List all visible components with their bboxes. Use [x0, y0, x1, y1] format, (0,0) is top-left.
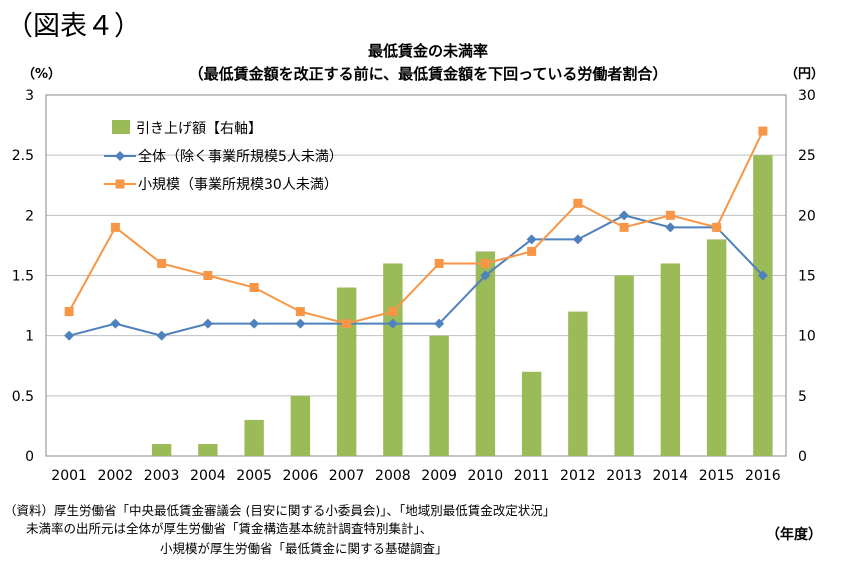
line-series-small	[68, 130, 764, 325]
marker-square	[480, 258, 490, 268]
left-axis-tick-label: 2	[25, 208, 34, 224]
x-axis-tick-label: 2012	[560, 468, 596, 484]
marker-square	[527, 246, 537, 256]
marker-diamond	[64, 330, 75, 341]
x-axis-tick-label: 2016	[745, 468, 781, 484]
source-note: 小規模が厚生労働省「最低賃金に関する基礎調査」	[160, 541, 448, 556]
marker-diamond	[757, 270, 768, 281]
marker-square	[758, 126, 768, 136]
marker-square	[249, 283, 259, 293]
bar	[198, 443, 218, 456]
x-axis-tick-label: 2007	[329, 468, 365, 484]
x-axis-tick-label: 2005	[236, 468, 272, 484]
source-note: （資料）厚生労働省「中央最低賃金審議会 (目安に関する小委員会)」、「地域別最低…	[4, 503, 556, 518]
bar	[383, 263, 403, 456]
right-axis-tick-label: 30	[798, 88, 816, 104]
marker-square	[203, 271, 213, 280]
bar	[475, 251, 496, 456]
marker-diamond	[619, 210, 630, 221]
marker-diamond	[249, 318, 260, 329]
x-axis-tick-label: 2010	[468, 468, 504, 484]
right-axis-tick-label: 20	[798, 208, 816, 224]
x-axis-tick-label: 2004	[190, 468, 226, 484]
right-axis-tick-label: 10	[798, 329, 816, 345]
legend-label: 小規模（事業所規模30人未満）	[138, 177, 338, 193]
x-axis-tick-label: 2009	[421, 468, 457, 484]
marker-diamond	[434, 318, 445, 329]
right-axis-tick-label: 25	[798, 148, 816, 164]
marker-square	[157, 258, 167, 268]
marker-diamond	[295, 318, 306, 329]
legend-label: 全体（除く事業所規模5人未満）	[138, 148, 343, 165]
x-axis-unit: （年度）	[766, 527, 822, 543]
legend-bar-swatch	[112, 120, 130, 134]
x-axis-tick-label: 2014	[653, 468, 689, 484]
chart-subtitle: （最低賃金額を改正する前に、最低賃金額を下回っている労働者割合）	[188, 65, 668, 83]
marker-diamond	[202, 318, 213, 329]
x-axis-tick-label: 2003	[144, 468, 180, 484]
marker-square	[573, 198, 583, 208]
bar	[706, 239, 727, 456]
bar	[521, 371, 542, 456]
bar	[151, 443, 172, 456]
x-axis-tick-label: 2002	[98, 468, 134, 484]
x-axis-tick-label: 2001	[51, 468, 87, 484]
right-axis-tick-label: 0	[798, 449, 807, 465]
marker-square	[388, 307, 398, 317]
left-axis-tick-label: 2.5	[12, 148, 34, 164]
marker-diamond	[480, 270, 491, 281]
marker-square	[110, 222, 120, 232]
right-axis-unit: （円）	[785, 67, 825, 82]
left-axis-tick-label: 1.5	[12, 269, 34, 285]
source-note: 未満率の出所元は全体が厚生労働省「賃金構造基本統計調査特別集計」、	[26, 521, 433, 536]
left-axis-unit: （%）	[22, 67, 62, 82]
bar	[244, 419, 264, 456]
marker-diamond	[110, 318, 121, 329]
legend-marker	[115, 179, 125, 189]
marker-square	[342, 319, 352, 329]
marker-diamond	[526, 234, 537, 245]
bar	[614, 275, 634, 456]
left-axis-tick-label: 1	[25, 329, 34, 345]
marker-square	[434, 258, 444, 268]
marker-square	[64, 307, 74, 317]
marker-diamond	[572, 234, 583, 245]
x-axis-tick-label: 2015	[699, 468, 735, 484]
x-axis-tick-label: 2006	[283, 468, 319, 484]
x-axis-tick-label: 2008	[375, 468, 411, 484]
marker-square	[665, 210, 675, 220]
bar	[568, 311, 588, 456]
legend-label: 引き上げ額【右軸】	[136, 121, 262, 137]
figure-label: （図表４）	[6, 11, 141, 42]
marker-square	[712, 222, 722, 232]
bar	[336, 287, 357, 456]
chart-title: 最低賃金の未満率	[367, 42, 488, 60]
bar	[753, 155, 773, 456]
bar	[290, 395, 311, 456]
bar	[660, 263, 681, 456]
marker-diamond	[156, 330, 167, 341]
x-axis-tick-label: 2011	[514, 468, 550, 484]
left-axis-tick-label: 3	[25, 88, 34, 104]
legend-marker	[115, 151, 125, 161]
marker-square	[295, 307, 305, 317]
marker-diamond	[387, 318, 398, 329]
right-axis-tick-label: 15	[798, 269, 816, 285]
right-axis-tick-label: 5	[798, 389, 807, 405]
plot-area-border	[45, 94, 787, 457]
left-axis-tick-label: 0.5	[12, 389, 34, 405]
bar	[429, 335, 449, 456]
left-axis-tick-label: 0	[25, 449, 34, 465]
marker-diamond	[665, 222, 676, 233]
marker-square	[619, 222, 629, 232]
x-axis-tick-label: 2013	[606, 468, 642, 484]
